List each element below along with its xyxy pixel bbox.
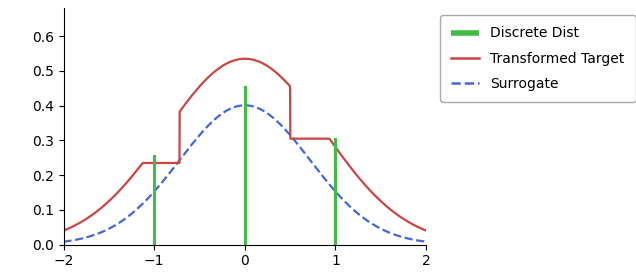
Surrogate — [241, 104, 249, 107]
Line: Transformed Target: Transformed Target — [18, 59, 471, 241]
Line: Surrogate: Surrogate — [18, 105, 471, 244]
Surrogate — [371, 224, 379, 227]
Transformed Target — [223, 62, 230, 65]
Surrogate — [223, 109, 230, 112]
Transformed Target — [38, 236, 45, 239]
Transformed Target — [241, 57, 249, 60]
Transformed Target — [371, 194, 379, 198]
Transformed Target — [15, 240, 22, 243]
Surrogate — [235, 104, 242, 108]
Surrogate — [467, 243, 475, 246]
Transformed Target — [467, 240, 475, 243]
Surrogate — [455, 242, 462, 246]
Transformed Target — [235, 58, 242, 61]
Surrogate — [455, 242, 462, 246]
Transformed Target — [455, 238, 462, 241]
Legend: Discrete Dist, Transformed Target, Surrogate: Discrete Dist, Transformed Target, Surro… — [440, 15, 635, 102]
Transformed Target — [455, 238, 462, 241]
Surrogate — [15, 243, 22, 246]
Surrogate — [38, 242, 45, 245]
